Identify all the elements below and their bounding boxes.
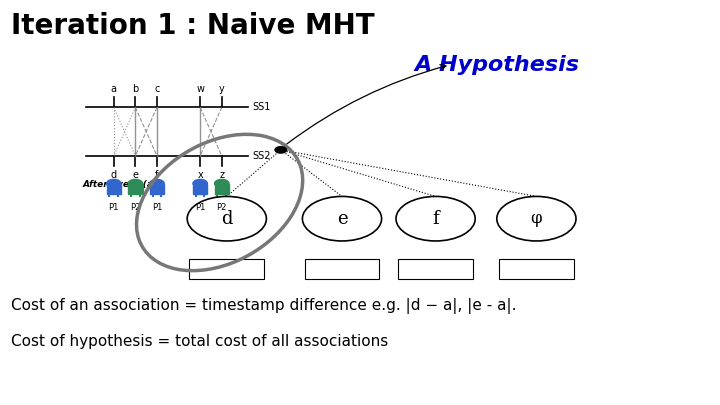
Bar bbox=[193, 184, 207, 194]
Circle shape bbox=[107, 179, 121, 188]
Text: d: d bbox=[111, 170, 117, 180]
Circle shape bbox=[193, 179, 207, 188]
Circle shape bbox=[150, 179, 164, 188]
Text: Iteration 1 : Naive MHT: Iteration 1 : Naive MHT bbox=[11, 12, 374, 40]
Text: Cost of an association = timestamp difference e.g. |d − a|, |e - a|.: Cost of an association = timestamp diffe… bbox=[11, 298, 516, 314]
FancyBboxPatch shape bbox=[305, 260, 379, 279]
Text: P1: P1 bbox=[109, 202, 119, 211]
Bar bbox=[128, 184, 143, 194]
Text: b: b bbox=[132, 84, 138, 94]
Text: φ: φ bbox=[531, 210, 542, 227]
Text: A Hypothesis: A Hypothesis bbox=[414, 55, 580, 75]
Text: (φ,φ): (φ,φ) bbox=[523, 264, 550, 274]
Text: After event (a):: After event (a): bbox=[83, 180, 161, 189]
FancyBboxPatch shape bbox=[189, 260, 264, 279]
FancyBboxPatch shape bbox=[398, 260, 473, 279]
Text: e: e bbox=[337, 210, 347, 228]
Text: P1: P1 bbox=[195, 202, 205, 211]
Bar bbox=[107, 184, 121, 194]
Text: P1: P1 bbox=[152, 202, 162, 211]
Text: z: z bbox=[220, 170, 224, 180]
Text: (φ,e): (φ,e) bbox=[329, 264, 355, 274]
Text: f: f bbox=[156, 170, 158, 180]
Text: a: a bbox=[111, 84, 117, 94]
FancyBboxPatch shape bbox=[499, 260, 574, 279]
Text: w: w bbox=[196, 84, 204, 94]
Text: f: f bbox=[432, 210, 439, 228]
Text: x: x bbox=[197, 170, 203, 180]
Text: (d,φ): (d,φ) bbox=[213, 264, 240, 274]
Text: c: c bbox=[154, 84, 160, 94]
Text: d: d bbox=[221, 210, 233, 228]
Text: Cost of hypothesis = total cost of all associations: Cost of hypothesis = total cost of all a… bbox=[11, 334, 388, 349]
Text: SS2: SS2 bbox=[252, 151, 271, 161]
Circle shape bbox=[215, 179, 229, 188]
Text: y: y bbox=[219, 84, 225, 94]
Bar bbox=[150, 184, 164, 194]
Bar bbox=[215, 184, 229, 194]
Text: P2: P2 bbox=[217, 202, 227, 211]
Circle shape bbox=[275, 147, 287, 153]
Text: SS1: SS1 bbox=[252, 102, 271, 112]
Text: P2: P2 bbox=[130, 202, 140, 211]
Text: e: e bbox=[132, 170, 138, 180]
Text: (f,φ): (f,φ) bbox=[424, 264, 447, 274]
Circle shape bbox=[128, 179, 143, 188]
